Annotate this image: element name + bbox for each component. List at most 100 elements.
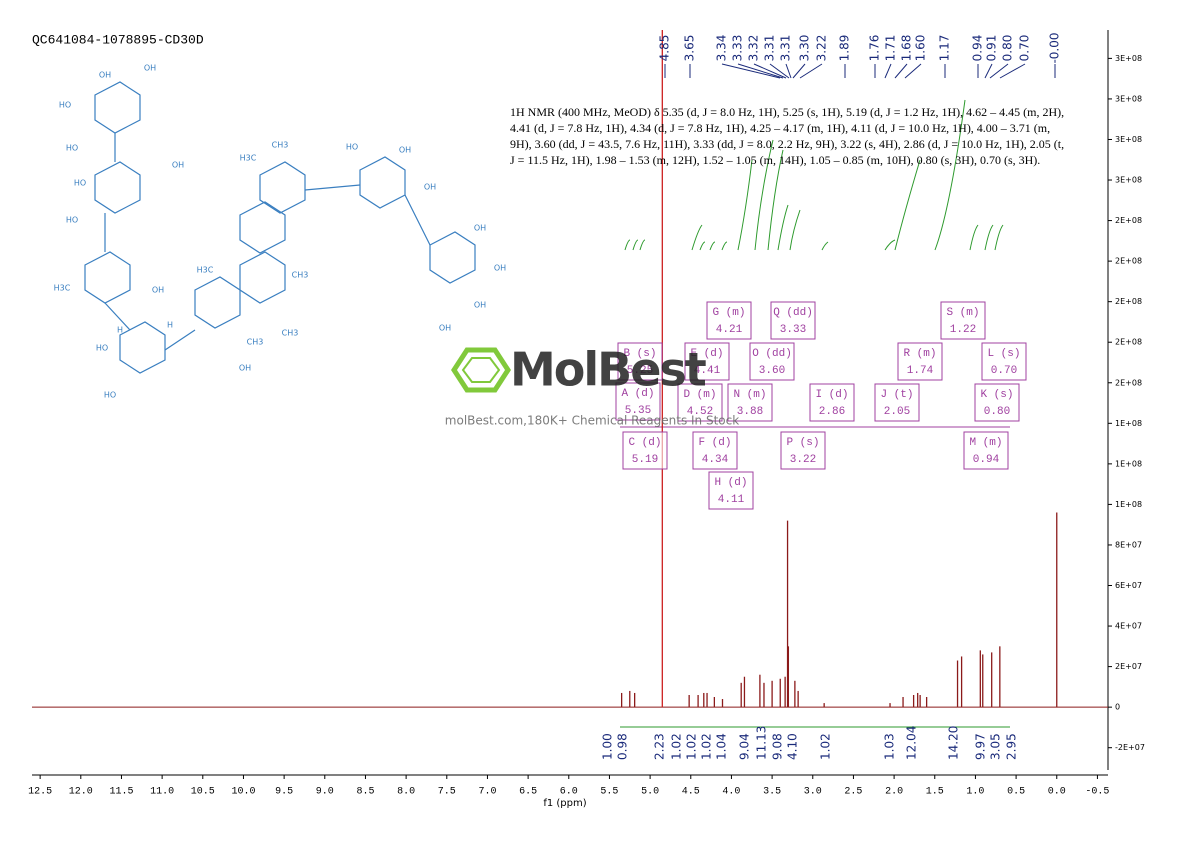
multiplet-shift: 0.80 xyxy=(984,406,1010,418)
x-tick-label: 5.5 xyxy=(600,787,618,798)
integral-label: 0.98 xyxy=(616,733,630,760)
integral-label: 1.03 xyxy=(883,733,897,760)
y-tick-label: 2E+08 xyxy=(1115,216,1142,225)
integral-label: 9.04 xyxy=(738,733,752,760)
peak-label: 1.68 xyxy=(900,35,914,62)
multiplet-shift: 4.34 xyxy=(702,454,729,466)
multiplet-label: F (d) xyxy=(698,437,731,449)
x-tick-label: 4.5 xyxy=(682,787,700,798)
peak-label: 0.91 xyxy=(985,35,999,62)
multiplet-label: K (s) xyxy=(980,389,1013,401)
x-tick-label: 8.5 xyxy=(356,787,374,798)
multiplet-label: R (m) xyxy=(903,348,936,360)
peak-label: -0.00 xyxy=(1048,32,1062,63)
peak-label-connector xyxy=(984,63,993,79)
structure-label: OH xyxy=(99,71,111,80)
y-tick-label: 2E+08 xyxy=(1115,257,1142,266)
peak-label-connector xyxy=(737,63,784,79)
multiplet-box xyxy=(963,431,1009,470)
multiplet-box xyxy=(981,342,1027,381)
peak-label-connector xyxy=(753,63,787,79)
multiplet-shift: 2.86 xyxy=(819,406,845,418)
peak-label: 1.76 xyxy=(868,35,882,62)
y-tick-label: 4E+07 xyxy=(1115,622,1142,631)
x-tick-label: 1.5 xyxy=(926,787,944,798)
peak-label: 3.32 xyxy=(747,35,761,62)
multiplet-label: D (m) xyxy=(683,389,716,401)
multiplet-label: J (t) xyxy=(880,389,913,401)
multiplet-box xyxy=(617,342,663,381)
y-tick-label: 1E+08 xyxy=(1115,459,1142,468)
multiplet-label: E (d) xyxy=(690,348,723,360)
x-tick-label: 11.0 xyxy=(150,787,174,798)
y-tick-label: 0 xyxy=(1115,703,1120,712)
x-tick-label: 12.0 xyxy=(69,787,93,798)
y-tick-label: 6E+07 xyxy=(1115,581,1142,590)
peak-label-connector xyxy=(721,63,781,79)
structure-label: H xyxy=(117,326,123,335)
structure-label: OH xyxy=(494,264,506,273)
multiplet-label: I (d) xyxy=(815,389,848,401)
multiplet-box xyxy=(677,383,723,422)
x-tick-label: 3.5 xyxy=(763,787,781,798)
multiplet-shift: 5.19 xyxy=(632,454,658,466)
integral-label: 11.13 xyxy=(755,726,769,760)
structure-label: HO xyxy=(96,344,108,353)
structure-label: HO xyxy=(66,144,78,153)
multiplet-label: Q (dd) xyxy=(773,307,813,319)
multiplet-shift: 4.21 xyxy=(716,324,743,336)
x-tick-label: 0.5 xyxy=(1007,787,1025,798)
x-tick-label: 1.0 xyxy=(966,787,984,798)
multiplet-shift: 5.35 xyxy=(625,405,651,417)
multiplet-box xyxy=(874,383,920,422)
multiplet-box xyxy=(684,342,730,381)
x-tick-label: 0.0 xyxy=(1048,787,1066,798)
multiplet-shift: 4.41 xyxy=(694,365,721,377)
structure-label: OH xyxy=(152,286,164,295)
integral-label: 1.02 xyxy=(670,733,684,760)
multiplet-label: H (d) xyxy=(714,477,747,489)
peak-label: 3.31 xyxy=(763,35,777,62)
peak-label: 3.30 xyxy=(798,35,812,62)
y-tick-label: 2E+08 xyxy=(1115,378,1142,387)
peak-label-connector xyxy=(884,63,892,79)
multiplet-label: A (d) xyxy=(621,388,654,400)
peak-label: 1.60 xyxy=(914,35,928,62)
multiplet-box xyxy=(692,431,738,470)
structure-label: CH3 xyxy=(282,329,299,338)
structure-label: H3C xyxy=(54,284,71,293)
x-tick-label: 7.5 xyxy=(438,787,456,798)
structure-label: OH xyxy=(399,146,411,155)
watermark: MolBest molBest.com,180K+ Chemical Reage… xyxy=(445,343,739,428)
peak-label: 3.65 xyxy=(683,35,697,62)
structure-label: HO xyxy=(66,216,78,225)
x-tick-label: 8.0 xyxy=(397,787,415,798)
integral-label: 1.02 xyxy=(700,733,714,760)
integral-label: 12.04 xyxy=(905,726,919,760)
structure xyxy=(84,81,476,374)
multiplet-label: O (dd) xyxy=(752,348,792,360)
peak-label: 4.85 xyxy=(658,35,672,62)
multiplet-shift: 3.22 xyxy=(790,454,816,466)
multiplet-shift: 0.94 xyxy=(973,454,1000,466)
multiplet-shift: 4.11 xyxy=(718,494,745,506)
title: QC641084-1078895-CD30D xyxy=(32,32,204,47)
integral-label: 2.95 xyxy=(1005,733,1019,760)
structure-label: OH xyxy=(172,161,184,170)
peak-label-connector xyxy=(989,63,1009,79)
integral-label: 9.97 xyxy=(974,733,988,760)
peak-label-connector xyxy=(904,63,922,79)
integral-label: 3.05 xyxy=(989,733,1003,760)
multiplet-shift: 3.33 xyxy=(780,324,806,336)
integral-curves xyxy=(624,99,1004,251)
y-tick-label: 3E+08 xyxy=(1115,94,1142,103)
multiplet-box xyxy=(770,301,816,340)
x-axis-label: f1 (ppm) xyxy=(543,798,586,809)
x-tick-label: -0.5 xyxy=(1085,787,1109,798)
structure-label: H xyxy=(167,321,173,330)
x-tick-label: 6.5 xyxy=(519,787,537,798)
structure-label: H3C xyxy=(197,266,214,275)
multiplet-label: G (m) xyxy=(712,307,745,319)
multiplet-box xyxy=(622,431,668,470)
peak-label: 1.17 xyxy=(938,35,952,62)
